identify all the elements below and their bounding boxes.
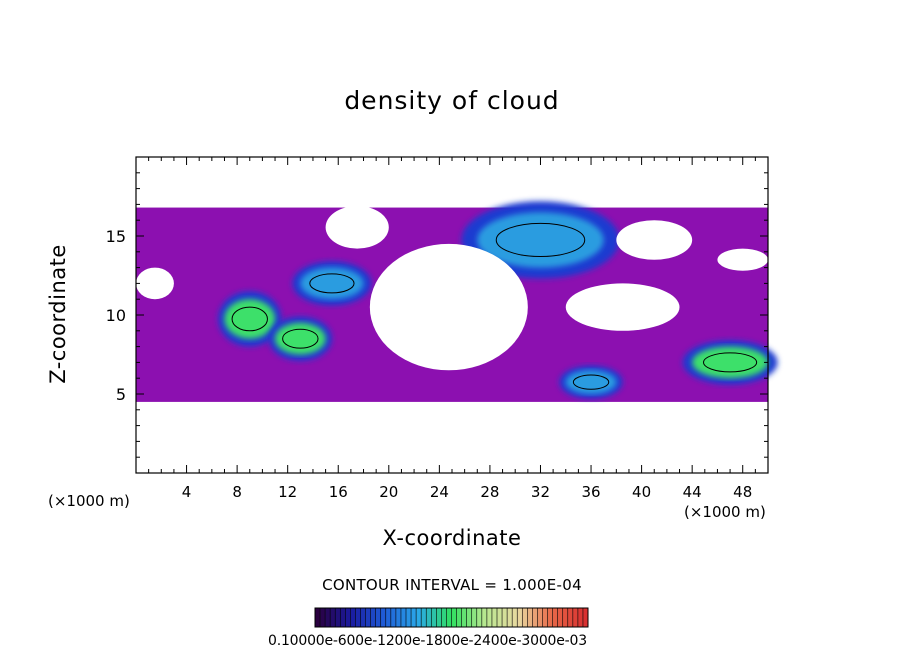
- colorbar-stripe: [441, 608, 447, 627]
- colorbar-frame: [314, 607, 589, 628]
- cloud-region-6-contour: [572, 374, 610, 390]
- colorbar-stripe: [486, 608, 492, 627]
- x-tick-label: 40: [632, 483, 651, 501]
- colorbar-stripe: [502, 608, 508, 627]
- colorbar-stripe: [572, 608, 578, 627]
- colorbar-stripe: [325, 608, 331, 627]
- clear-gap-0: [369, 243, 528, 371]
- colorbar-stripe: [491, 608, 497, 627]
- cloud-region-2-core: [275, 322, 326, 355]
- colorbar-stripe: [471, 608, 477, 627]
- y-axis-label: Z-coordinate: [46, 244, 70, 384]
- colorbar-stripe: [330, 608, 336, 627]
- colorbar-stripe: [577, 608, 583, 627]
- colorbar-stripe: [532, 608, 538, 627]
- colorbar-stripe: [416, 608, 422, 627]
- colorbar-stripe: [527, 608, 533, 627]
- colorbar-stripe: [461, 608, 467, 627]
- y-tick-label: 15: [106, 227, 126, 246]
- x-tick-label: 24: [430, 483, 449, 501]
- colorbar-stripe: [370, 608, 376, 627]
- colorbar-stripe: [411, 608, 417, 627]
- x-tick-label: 44: [683, 483, 702, 501]
- colorbar-stripe: [497, 608, 503, 627]
- x-tick-label: 20: [379, 483, 398, 501]
- cloud-region-3-core: [300, 267, 364, 300]
- colorbar-stripe: [481, 608, 487, 627]
- colorbar-stripe: [557, 608, 563, 627]
- colorbar-stripe: [537, 608, 543, 627]
- cloud-region-5-contour: [703, 352, 758, 373]
- colorbar-stripe: [456, 608, 462, 627]
- x-tick-label: 4: [182, 483, 192, 501]
- x-tick-label: 8: [232, 483, 242, 501]
- cloud-region-1-core: [224, 299, 276, 339]
- y-tick-label: 10: [106, 306, 126, 325]
- contour-interval-note: CONTOUR INTERVAL = 1.000E-04: [322, 576, 582, 594]
- colorbar-stripe: [355, 608, 361, 627]
- colorbar-stripe: [446, 608, 452, 627]
- chart-title: density of cloud: [344, 86, 560, 115]
- colorbar-stripe: [365, 608, 371, 627]
- x-tick-label: 28: [480, 483, 499, 501]
- clear-gap-1: [325, 205, 389, 249]
- y-tick-label: 5: [116, 385, 126, 404]
- colorbar-stripe: [400, 608, 406, 627]
- colorbar-stripe: [375, 608, 381, 627]
- colorbar-stripe: [345, 608, 351, 627]
- x-unit-label-right: (×1000 m): [684, 503, 766, 521]
- colorbar-stripe: [547, 608, 553, 627]
- colorbar-stripe: [335, 608, 341, 627]
- colorbar-stripe: [390, 608, 396, 627]
- cloud-region-4-core: [477, 212, 604, 268]
- colorbar-stripe: [421, 608, 427, 627]
- colorbar-stripe: [426, 608, 432, 627]
- colorbar-stripe: [567, 608, 573, 627]
- colorbar-stripe: [522, 608, 528, 627]
- x-tick-label: 36: [581, 483, 600, 501]
- cloud-region-3-contour: [309, 273, 355, 294]
- colorbar-stripe: [436, 608, 442, 627]
- colorbar-stripe: [476, 608, 482, 627]
- colorbar-stripe: [562, 608, 568, 627]
- colorbar-stripe: [466, 608, 472, 627]
- clear-gap-4: [616, 220, 693, 260]
- colorbar-stripe: [582, 608, 588, 627]
- cloud-region-4-contour: [495, 222, 586, 258]
- colorbar-stripe: [552, 608, 558, 627]
- cloud-region-6-core: [565, 370, 617, 394]
- cloud-region-2-contour: [282, 328, 319, 349]
- cloud-region-5-core: [692, 346, 768, 379]
- colorbar-labels: 0.10000e-600e-1200e-1800e-2400e-3000e-03: [268, 633, 587, 649]
- x-unit-label-left: (×1000 m): [48, 492, 130, 510]
- colorbar-stripe: [431, 608, 437, 627]
- colorbar-stripe: [507, 608, 513, 627]
- x-tick-label: 16: [329, 483, 348, 501]
- x-tick-label: 12: [278, 483, 297, 501]
- colorbar-stripe: [512, 608, 518, 627]
- colorbar-stripe: [340, 608, 346, 627]
- x-axis-label: X-coordinate: [382, 526, 522, 550]
- colorbar-stripe: [320, 608, 326, 627]
- colorbar-stripe: [380, 608, 386, 627]
- colorbar-stripe: [315, 608, 321, 627]
- clear-gap-3: [136, 267, 174, 300]
- colorbar-stripe: [542, 608, 548, 627]
- cloud-region-1-contour: [231, 306, 268, 332]
- colorbar-stripe: [406, 608, 412, 627]
- x-tick-label: 48: [733, 483, 752, 501]
- x-tick-label: 32: [531, 483, 550, 501]
- colorbar-stripe: [395, 608, 401, 627]
- colorbar-stripe: [517, 608, 523, 627]
- colorbar-stripe: [350, 608, 356, 627]
- clear-gap-2: [565, 283, 680, 331]
- colorbar-stripe: [360, 608, 366, 627]
- colorbar-stripe: [385, 608, 391, 627]
- colorbar-stripe: [451, 608, 457, 627]
- clear-gap-5: [717, 248, 768, 271]
